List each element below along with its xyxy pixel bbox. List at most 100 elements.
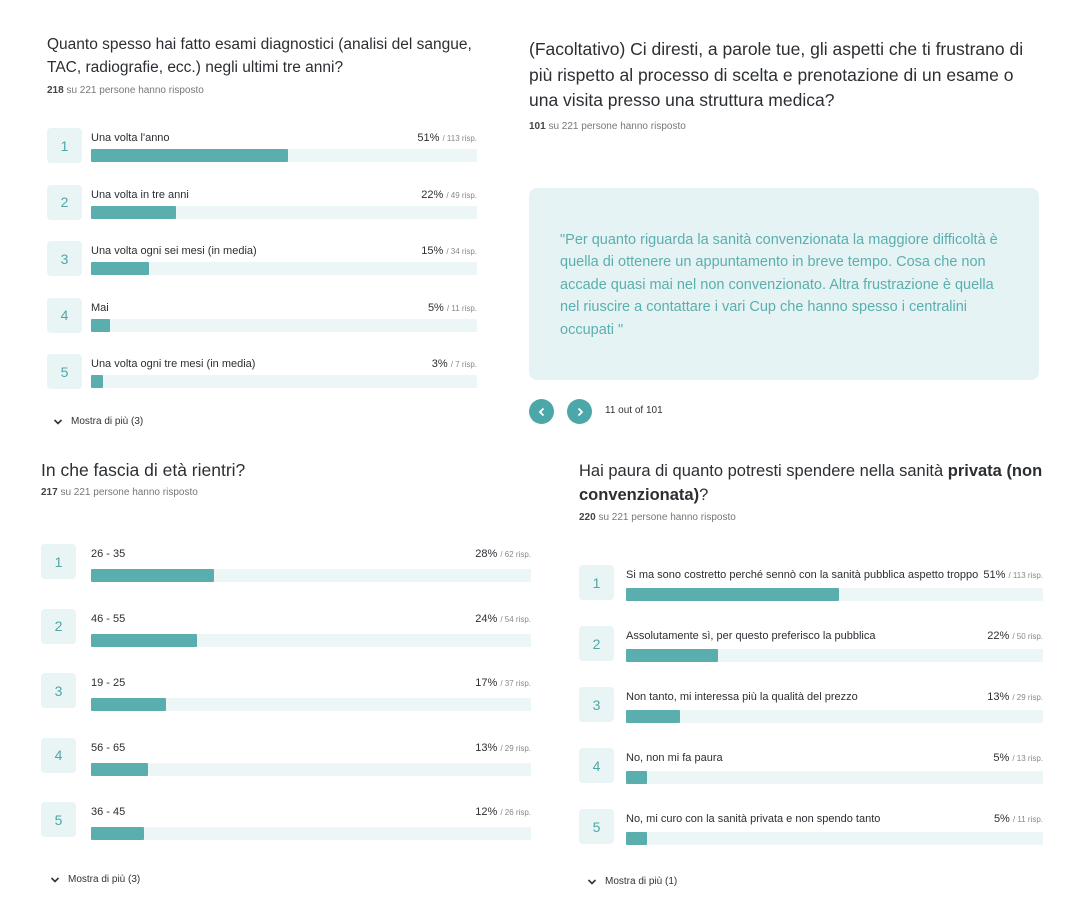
response-count-number: 217 xyxy=(41,487,58,498)
response-count-value: / 62 risp. xyxy=(500,550,531,559)
response-count-suffix: su 221 persone hanno risposto xyxy=(66,85,204,96)
question-title-post: ? xyxy=(699,486,709,504)
progress-bar-fill xyxy=(91,633,197,647)
answer-percentage: 17% / 37 risp. xyxy=(475,677,531,689)
response-count-value: / 113 risp. xyxy=(1008,571,1043,580)
chevron-left-icon xyxy=(538,407,544,416)
answer-percentage: 13% / 29 risp. xyxy=(475,742,531,754)
progress-bar-fill xyxy=(91,827,144,840)
answer-rank: 4 xyxy=(41,737,76,773)
show-more-label: Mostra di più (1) xyxy=(605,876,678,887)
answer-percentage: 5% / 11 risp. xyxy=(428,302,477,314)
progress-bar-track xyxy=(626,710,1043,723)
response-count-value: / 113 risp. xyxy=(442,134,477,143)
show-more-label: Mostra di più (3) xyxy=(71,416,144,427)
answer-rank: 2 xyxy=(41,608,76,644)
percentage-value: 5% xyxy=(993,813,1010,825)
progress-bar-track xyxy=(626,832,1043,845)
answer-label: Una volta in tre anni xyxy=(91,188,189,201)
answer-percentage: 22% / 50 risp. xyxy=(987,630,1043,642)
progress-bar-track xyxy=(91,698,531,711)
percentage-value: 5% xyxy=(427,301,444,314)
answer-rank: 4 xyxy=(47,297,82,333)
percentage-value: 51% xyxy=(417,132,440,144)
answer-row: 4 Mai 5% / 11 risp. xyxy=(47,297,477,333)
answer-label: Si ma sono costretto perché sennò con la… xyxy=(626,569,979,581)
progress-bar-fill xyxy=(91,569,215,582)
question-title: Hai paura di quanto potresti spendere ne… xyxy=(579,459,1049,507)
answer-rank: 1 xyxy=(41,544,76,579)
next-answer-button[interactable] xyxy=(567,399,592,424)
progress-bar-track xyxy=(91,569,531,582)
progress-bar-fill xyxy=(91,375,103,388)
answer-row: 2 Una volta in tre anni 22% / 49 risp. xyxy=(47,184,477,220)
response-count-value: / 49 risp. xyxy=(446,190,477,200)
answer-label: Assolutamente sì, per questo preferisco … xyxy=(626,630,876,642)
answer-percentage: 51% / 113 risp. xyxy=(417,132,477,144)
answer-percentage: 24% / 54 risp. xyxy=(475,613,531,625)
answer-row: 2 46 - 55 24% / 54 risp. xyxy=(41,608,531,647)
show-more-label: Mostra di più (3) xyxy=(68,874,141,885)
answer-row: 3 Una volta ogni sei mesi (in media) 15% /… xyxy=(47,241,477,276)
answer-percentage: 51% / 113 risp. xyxy=(983,569,1043,581)
percentage-value: 28% xyxy=(475,548,498,560)
answer-row: 5 No, mi curo con la sanità privata e non… xyxy=(579,809,1043,845)
answer-percentage: 12% / 26 risp. xyxy=(475,806,531,818)
progress-bar-fill xyxy=(91,262,149,275)
previous-answer-button[interactable] xyxy=(529,399,554,424)
percentage-value: 17% xyxy=(475,677,498,689)
show-more-button[interactable]: Mostra di più (3) xyxy=(53,416,143,427)
response-count-value: / 7 risp. xyxy=(450,360,477,369)
progress-bar-track xyxy=(91,762,531,776)
response-count-value: / 11 risp. xyxy=(1012,815,1043,824)
answer-pager: 11 out of 101 xyxy=(605,405,663,416)
answer-rank: 1 xyxy=(47,128,82,163)
response-count-suffix: su 221 persone hanno risposto xyxy=(548,120,686,132)
answer-rank: 2 xyxy=(47,184,82,220)
question-title-pre: Hai paura di quanto potresti spendere ne… xyxy=(579,462,948,480)
answer-label: No, mi curo con la sanità privata e non … xyxy=(626,813,881,825)
answer-rank: 5 xyxy=(47,354,82,389)
chevron-down-icon xyxy=(587,878,597,885)
response-count-suffix: su 221 persone hanno risposto xyxy=(598,512,736,523)
response-count-value: / 29 risp. xyxy=(500,743,531,753)
answer-rank: 3 xyxy=(41,673,76,708)
show-more-button[interactable]: Mostra di più (1) xyxy=(587,876,677,887)
progress-bar-fill xyxy=(91,762,149,776)
progress-bar-track xyxy=(91,205,477,219)
answer-label: Mai xyxy=(91,301,109,314)
percentage-value: 12% xyxy=(475,806,498,818)
answer-rank: 1 xyxy=(579,565,614,600)
percentage-value: 13% xyxy=(987,691,1010,703)
response-count-value: / 13 risp. xyxy=(1012,754,1043,763)
progress-bar-fill xyxy=(91,698,166,711)
progress-bar-track xyxy=(91,375,477,388)
question-private-cost-fear: Hai paura di quanto potresti spendere ne… xyxy=(579,459,1049,523)
percentage-value: 22% xyxy=(421,188,444,201)
progress-bar-fill xyxy=(91,318,111,332)
question-title: In che fascia di età rientri? xyxy=(41,460,246,480)
open-answer-card: "Per quanto riguarda la sanità convenzio… xyxy=(529,188,1039,380)
response-count-number: 101 xyxy=(529,120,546,132)
answer-row: 4 56 - 65 13% / 29 risp. xyxy=(41,737,531,776)
progress-bar-fill xyxy=(626,588,839,601)
question-exam-frequency: Quanto spesso hai fatto esami diagnostic… xyxy=(47,33,477,96)
answer-rank: 5 xyxy=(579,809,614,844)
answer-percentage: 5% / 13 risp. xyxy=(993,752,1043,764)
answer-label: 36 - 45 xyxy=(91,806,126,818)
answer-percentage: 3% / 7 risp. xyxy=(432,358,477,370)
response-count-number: 218 xyxy=(47,85,64,96)
response-count-value: / 26 risp. xyxy=(500,808,531,817)
response-count: 220 su 221 persone hanno risposto xyxy=(579,512,1049,523)
percentage-value: 51% xyxy=(983,569,1006,581)
answer-label: 26 - 35 xyxy=(91,548,126,560)
show-more-button[interactable]: Mostra di più (3) xyxy=(50,874,140,885)
response-count-value: / 11 risp. xyxy=(446,303,477,313)
response-count: 101 su 221 persone hanno risposto xyxy=(529,121,1044,132)
progress-bar-fill xyxy=(91,149,288,162)
answer-percentage: 13% / 29 risp. xyxy=(987,691,1043,703)
response-count: 218 su 221 persone hanno risposto xyxy=(47,85,477,96)
progress-bar-track xyxy=(91,262,477,275)
answer-percentage: 5% / 11 risp. xyxy=(994,813,1043,825)
response-count-value: / 34 risp. xyxy=(446,247,477,256)
